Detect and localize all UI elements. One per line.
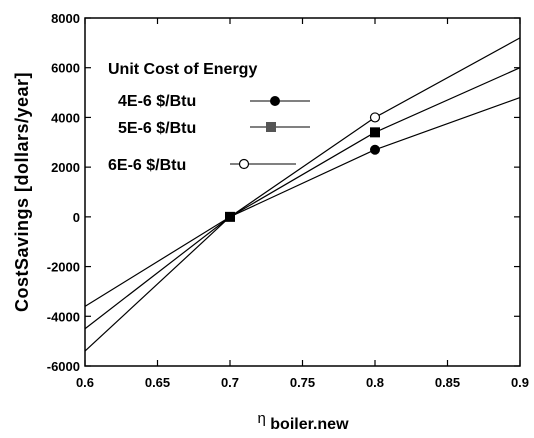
- x-tick-label: 0.85: [435, 375, 460, 390]
- series-line: [84, 37, 521, 352]
- legend-label-5e6: 5E-6 $/Btu: [118, 120, 196, 137]
- legend-marker-filled-square: [266, 122, 276, 132]
- y-tick-label: -4000: [47, 309, 80, 324]
- legend-marker-open-circle: [238, 158, 250, 170]
- series-line: [84, 67, 521, 330]
- x-tick-label: 0.6: [76, 375, 94, 390]
- data-point-square: [225, 211, 235, 222]
- series-markers: [225, 112, 381, 222]
- y-tick-label: 2000: [51, 160, 80, 175]
- x-axis-subscript: boiler.new: [270, 416, 349, 433]
- legend-label-6e6: 6E-6 $/Btu: [108, 157, 186, 174]
- x-tick-label: 0.75: [290, 375, 315, 390]
- legend-label-4e6: 4E-6 $/Btu: [118, 93, 196, 110]
- legend-marker-filled-circle: [270, 96, 280, 106]
- x-tick-label: 0.65: [145, 375, 170, 390]
- x-tick-label: 0.8: [366, 375, 384, 390]
- x-axis-title: η boiler.new: [257, 410, 349, 433]
- plot-frame: [84, 17, 521, 367]
- data-point-open-circle: [369, 112, 381, 123]
- legend: Unit Cost of Energy 4E-6 $/Btu 5E-6 $/Bt…: [108, 61, 310, 174]
- y-tick-label: 6000: [51, 61, 80, 76]
- y-tick-label: 8000: [51, 11, 80, 26]
- y-tick-label: 4000: [51, 110, 80, 125]
- legend-title: Unit Cost of Energy: [108, 61, 257, 78]
- y-axis-title: CostSavings [dollars/year]: [12, 72, 32, 312]
- y-tick-label: -2000: [47, 260, 80, 275]
- y-tick-label: 0: [73, 210, 80, 225]
- series-line: [84, 96, 521, 307]
- x-tick-label: 0.7: [221, 375, 239, 390]
- x-axis-symbol: η: [257, 410, 265, 427]
- series-lines: [84, 37, 521, 352]
- data-point-square: [370, 127, 380, 138]
- data-point-filled-circle: [370, 144, 380, 155]
- x-tick-label: 0.9: [511, 375, 529, 390]
- y-tick-label: -6000: [47, 359, 80, 374]
